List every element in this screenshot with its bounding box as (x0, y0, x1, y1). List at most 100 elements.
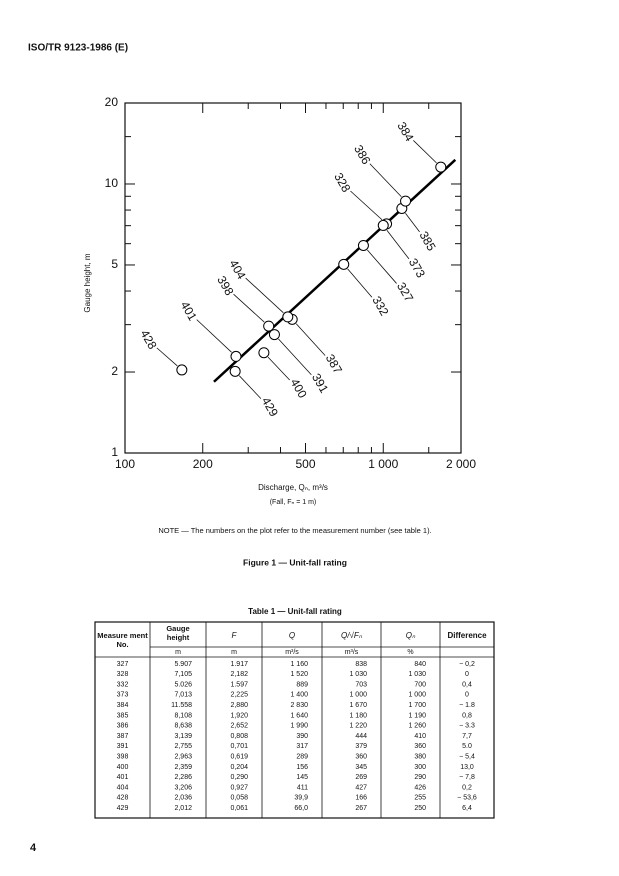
table-cell: 6,4 (462, 805, 472, 812)
table-cell: 360 (414, 743, 426, 750)
table-cell: 410 (414, 733, 426, 740)
table-unit: % (407, 649, 413, 656)
table-cell: 838 (355, 661, 367, 668)
leader-line (369, 163, 402, 198)
point-label: 386 (351, 143, 373, 168)
table-cell: 380 (414, 754, 426, 761)
table-cell: 444 (355, 733, 367, 740)
note: NOTE — The numbers on the plot refer to … (158, 526, 431, 535)
table-cell: 327 (117, 661, 129, 668)
table-cell: 1 260 (408, 723, 426, 730)
table-cell: 379 (355, 743, 367, 750)
data-point (377, 219, 389, 231)
table-cell: − 0,2 (459, 661, 475, 668)
data-point (263, 320, 275, 332)
table-cell: 145 (296, 774, 308, 781)
table-cell: 0,058 (230, 795, 248, 802)
table-cell: 2,963 (174, 754, 192, 761)
table-cell: 269 (355, 774, 367, 781)
table-cell: 166 (355, 795, 367, 802)
table-cell: 0,808 (230, 733, 248, 740)
table-cell: 373 (117, 692, 129, 699)
table-unit: m³/s (285, 649, 299, 656)
table-cell: 0,619 (230, 754, 248, 761)
table-cell: 0,8 (462, 712, 472, 719)
table-cell: 0,701 (230, 743, 248, 750)
data-point (435, 161, 447, 173)
table-cell: 1 640 (290, 712, 308, 719)
header-title: ISO/TR 9123-1986 (E) (28, 43, 128, 54)
table-cell: − 53,6 (457, 795, 477, 802)
y-tick-label: 10 (105, 176, 119, 190)
table-header: F (232, 631, 238, 640)
data-point (338, 258, 350, 270)
point-label: 391 (309, 371, 331, 396)
leader-line (347, 268, 373, 298)
table-cell: 2,359 (174, 764, 192, 771)
table-cell: 390 (296, 733, 308, 740)
table-cell: 0,4 (462, 681, 472, 688)
table-cell: 5.907 (174, 661, 192, 668)
table-cell: 840 (414, 661, 426, 668)
table-cell: 398 (117, 754, 129, 761)
point-label: 401 (178, 299, 200, 324)
table-cell: 2,012 (174, 805, 192, 812)
table-cell: 429 (117, 805, 129, 812)
figure-caption: Figure 1 — Unit-fall rating (243, 557, 347, 567)
table-header: Q (289, 631, 295, 640)
x-axis-label: Discharge, Qₙ, m³/s (258, 483, 328, 492)
table-cell: 2,880 (230, 702, 248, 709)
table-cell: 1 160 (290, 661, 308, 668)
table: Measure ment No. Gauge height F Q Q/√Fₙ Qₙ Diffe… (94, 621, 495, 819)
table-cell: 3,206 (174, 784, 192, 791)
table-cell: 8,638 (174, 723, 192, 730)
leader-line (367, 249, 397, 284)
table-cell: 1 670 (349, 702, 367, 709)
leader-line (238, 375, 262, 399)
point-label: 373 (406, 256, 428, 281)
table-cell: 360 (355, 754, 367, 761)
table-cell: 386 (117, 723, 129, 730)
rating-line (213, 158, 457, 383)
table-header: Gauge height (166, 624, 189, 642)
table-cell: 300 (414, 764, 426, 771)
leader-line (295, 323, 326, 356)
x-tick-label: 100 (115, 457, 135, 471)
table-cell: 13,0 (460, 764, 474, 771)
x-tick-label: 2 000 (446, 457, 476, 471)
y-tick-label: 1 (111, 445, 118, 459)
data-point (282, 311, 294, 323)
table-cell: 7,7 (462, 733, 472, 740)
table-unit: m (175, 649, 181, 656)
table-cell: − 1.8 (459, 702, 475, 709)
point-label: 384 (394, 119, 416, 144)
table-cell: 1 520 (290, 671, 308, 678)
leader-line (233, 293, 265, 323)
point-label: 332 (369, 294, 391, 319)
table-cell: 404 (117, 784, 129, 791)
table-cell: 1 990 (290, 723, 308, 730)
x-tick-label: 1 000 (368, 457, 398, 471)
point-label: 328 (331, 170, 353, 195)
table-unit: m³/s (345, 649, 359, 656)
table-cell: 2,286 (174, 774, 192, 781)
table-cell: 1 220 (349, 723, 367, 730)
data-point (258, 347, 270, 359)
x-tick-label: 500 (295, 457, 315, 471)
page-number: 4 (30, 842, 37, 854)
table-cell: 0,204 (230, 764, 248, 771)
table-cell: 3,139 (174, 733, 192, 740)
plot-frame (124, 102, 462, 454)
point-label: 385 (416, 229, 438, 254)
table-cell: 889 (296, 681, 308, 688)
table-cell: 428 (117, 795, 129, 802)
table-cell: 2,225 (230, 692, 248, 699)
point-label: 387 (323, 352, 345, 377)
point-label: 428 (137, 327, 159, 352)
table-cell: 384 (117, 702, 129, 709)
leader-line (156, 347, 178, 367)
x-axis-sublabel: (Fall, Fₙ = 1 m) (270, 499, 317, 506)
table-cell: 703 (355, 681, 367, 688)
table-cell: 39,9 (294, 795, 308, 802)
